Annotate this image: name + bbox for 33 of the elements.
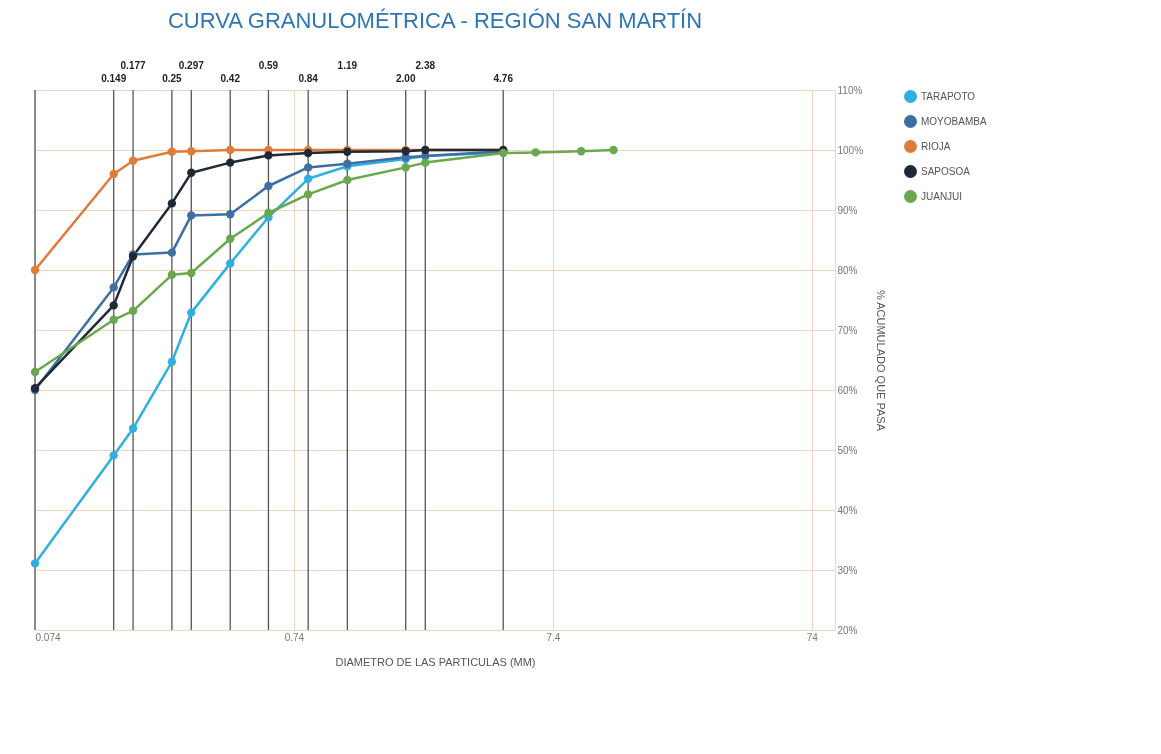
ref-line-label: 0.84	[298, 73, 319, 84]
ref-line-label: 0.42	[220, 73, 241, 84]
y-tick-label: 30%	[837, 564, 858, 576]
x-tick-label: 74	[806, 631, 819, 643]
x-axis-title: DIAMETRO DE LAS PARTICULAS (MM)	[335, 655, 536, 668]
y-tick-label: 80%	[837, 264, 858, 276]
ref-line-label: 2.00	[395, 73, 416, 84]
ref-line-label: 0.59	[258, 60, 279, 71]
y-axis-title: % ACUMULADO QUE PASA	[875, 290, 888, 432]
y-tick-label: 110%	[837, 84, 863, 96]
y-tick-label: 50%	[837, 444, 858, 456]
y-tick-label: 90%	[837, 204, 858, 216]
ref-line-label: 0.25	[162, 73, 183, 84]
ref-line-label: 2.38	[415, 60, 436, 71]
y-tick-label: 70%	[837, 324, 858, 336]
y-tick-label: 60%	[837, 384, 858, 396]
x-tick-label: 7.4	[546, 631, 561, 643]
x-tick-label: 0.074	[35, 631, 61, 643]
legend-label: TARAPOTO	[921, 90, 976, 102]
y-tick-label: 40%	[837, 504, 858, 516]
legend-label: MOYOBAMBA	[921, 115, 987, 127]
chart-title: CURVA GRANULOMÉTRICA - REGIÓN SAN MARTÍN	[167, 8, 703, 33]
ref-line-label: 0.177	[120, 60, 147, 71]
legend-label: JUANJUI	[921, 190, 963, 202]
ref-line-label: 4.76	[493, 73, 514, 84]
y-tick-label: 100%	[837, 144, 864, 156]
ref-line-label: 0.149	[101, 73, 127, 84]
legend-label: SAPOSOA	[921, 165, 971, 177]
ref-line-label: 1.19	[337, 60, 358, 71]
x-tick-label: 0.74	[284, 631, 305, 643]
legend-label: RIOJA	[921, 140, 951, 152]
ref-line-label: 0.297	[178, 60, 205, 71]
y-tick-label: 20%	[837, 624, 858, 636]
